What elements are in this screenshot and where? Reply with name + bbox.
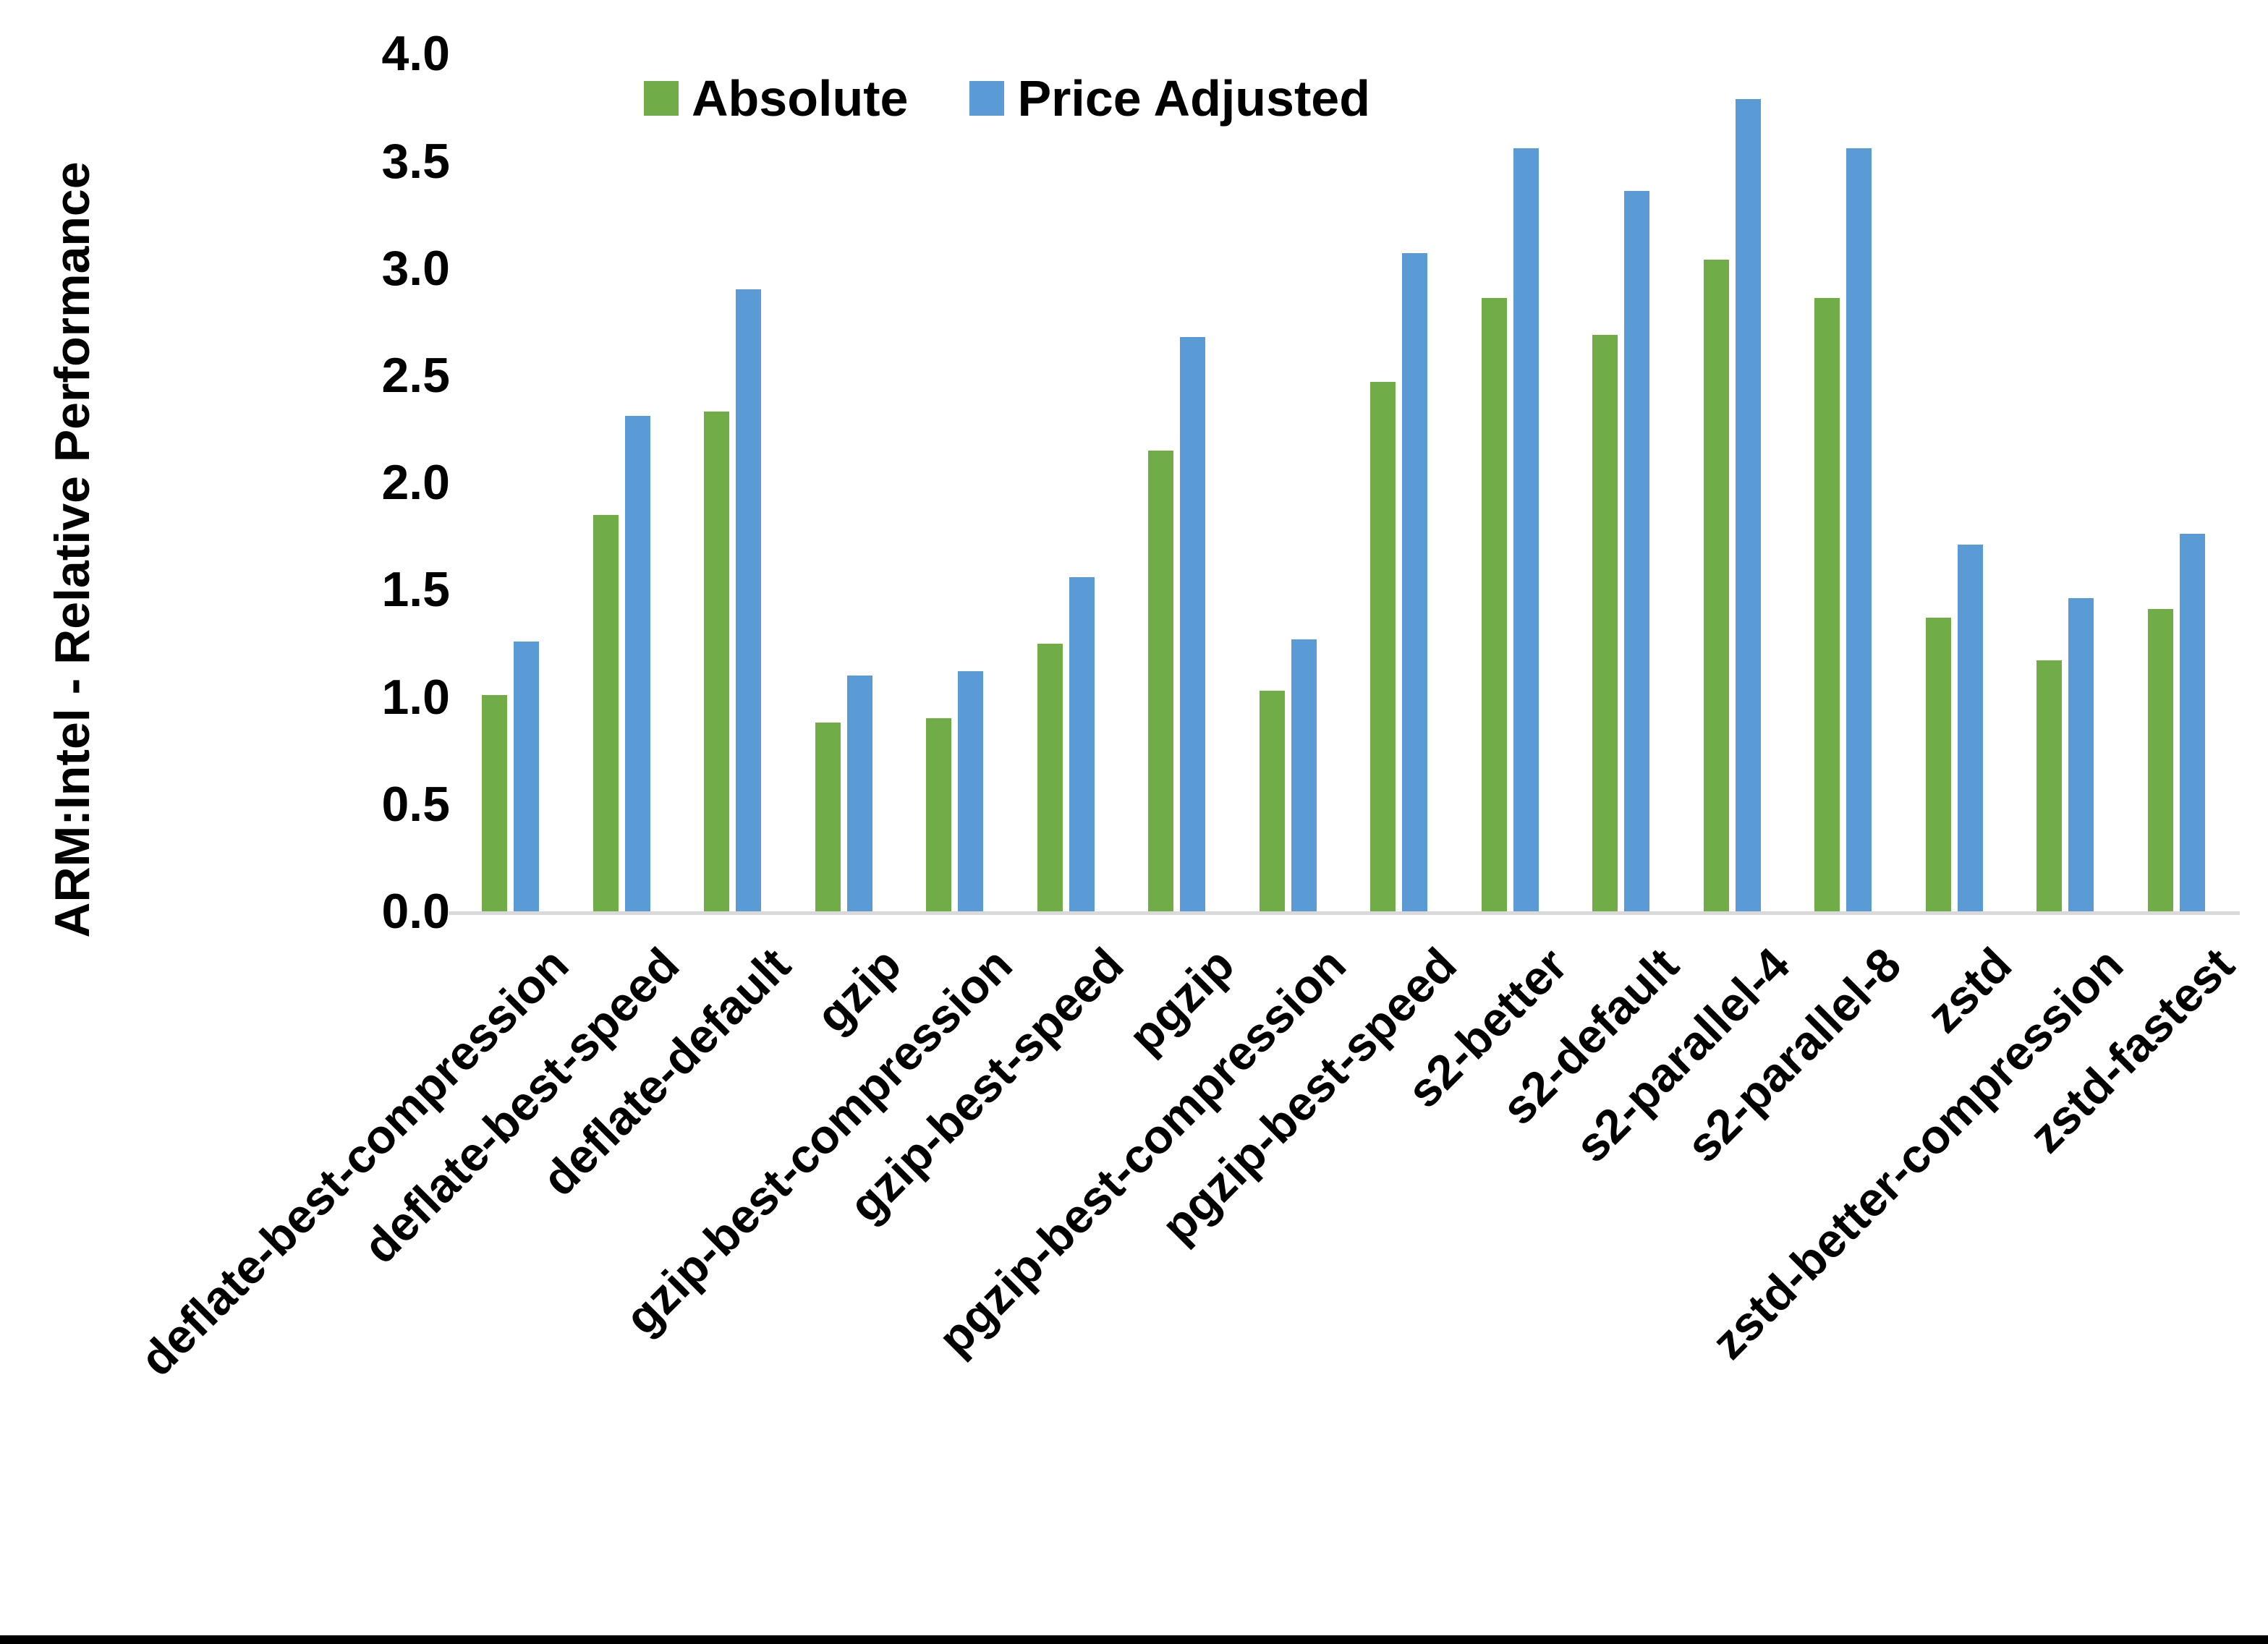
y-axis-title: ARM:Intel - Relative Performance xyxy=(45,161,100,938)
y-axis-tick-label: 2.0 xyxy=(381,455,450,511)
legend-label-price-adjusted: Price Adjusted xyxy=(1017,70,1370,127)
bar-absolute-s2-default xyxy=(1592,334,1618,911)
bar-price-adjusted-zstd xyxy=(1957,545,1983,911)
legend-item-absolute: Absolute xyxy=(644,72,908,124)
bar-absolute-gzip-best-speed xyxy=(1037,643,1063,911)
bar-price-adjusted-s2-better xyxy=(1513,148,1539,911)
bar-absolute-s2-parallel-4 xyxy=(1703,259,1729,911)
y-axis-tick-label: 4.0 xyxy=(381,26,450,82)
bar-price-adjusted-gzip xyxy=(846,675,872,911)
bar-absolute-pgzip-best-speed xyxy=(1370,381,1396,911)
bar-absolute-deflate-default xyxy=(704,412,729,911)
bar-price-adjusted-gzip-best-speed xyxy=(1069,576,1095,911)
bar-price-adjusted-pgzip-best-speed xyxy=(1402,253,1428,911)
y-axis-tick-label: 3.0 xyxy=(381,240,450,296)
bar-price-adjusted-s2-parallel-8 xyxy=(1846,148,1872,911)
bar-absolute-pgzip xyxy=(1148,450,1173,911)
y-axis-tick-label: 0.5 xyxy=(381,776,450,832)
bar-absolute-zstd-better-compression xyxy=(2036,660,2062,911)
bar-absolute-gzip-best-compression xyxy=(926,718,951,911)
legend: Absolute Price Adjusted xyxy=(644,72,1370,124)
bar-price-adjusted-deflate-best-compression xyxy=(514,641,540,911)
bar-absolute-gzip xyxy=(815,723,841,911)
y-axis-tick-label: 1.0 xyxy=(381,669,450,725)
bar-price-adjusted-pgzip xyxy=(1180,336,1206,911)
bar-price-adjusted-zstd-fastest xyxy=(2179,534,2205,911)
bar-price-adjusted-s2-default xyxy=(1624,191,1650,911)
bar-absolute-deflate-best-compression xyxy=(482,694,507,911)
bar-absolute-zstd xyxy=(1925,617,1951,911)
y-axis-tick-label: 2.5 xyxy=(381,348,450,403)
legend-item-price-adjusted: Price Adjusted xyxy=(969,72,1370,124)
bar-price-adjusted-zstd-better-compression xyxy=(2068,598,2094,911)
bar-absolute-zstd-fastest xyxy=(2147,609,2173,911)
bar-absolute-pgzip-best-compression xyxy=(1259,690,1285,911)
bar-price-adjusted-deflate-best-speed xyxy=(624,416,650,911)
bar-absolute-s2-parallel-8 xyxy=(1814,298,1840,911)
legend-swatch-price-adjusted xyxy=(969,81,1005,116)
y-axis-tick-label: 1.5 xyxy=(381,562,450,618)
x-axis-label-deflate-best-compression: deflate-best-compression xyxy=(129,937,579,1387)
bar-price-adjusted-deflate-default xyxy=(736,289,762,911)
bar-price-adjusted-gzip-best-compression xyxy=(958,671,984,911)
bar-price-adjusted-pgzip-best-compression xyxy=(1291,639,1317,911)
bar-price-adjusted-s2-parallel-4 xyxy=(1735,98,1761,911)
x-axis-line xyxy=(449,911,2240,915)
bar-absolute-s2-better xyxy=(1481,298,1507,911)
y-axis-tick-label: 0.0 xyxy=(381,884,450,939)
y-axis-tick-label: 3.5 xyxy=(381,133,450,189)
legend-swatch-absolute xyxy=(644,81,679,116)
page-edge-bar xyxy=(0,1635,2268,1644)
legend-label-absolute: Absolute xyxy=(692,70,909,127)
bar-absolute-deflate-best-speed xyxy=(593,514,619,911)
